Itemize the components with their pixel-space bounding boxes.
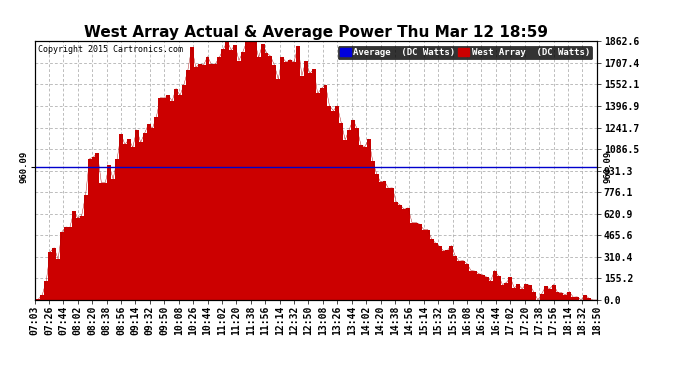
Legend: Average  (DC Watts), West Array  (DC Watts): Average (DC Watts), West Array (DC Watts…	[337, 46, 592, 59]
Text: Copyright 2015 Cartronics.com: Copyright 2015 Cartronics.com	[38, 45, 183, 54]
Title: West Array Actual & Average Power Thu Mar 12 18:59: West Array Actual & Average Power Thu Ma…	[83, 25, 548, 40]
